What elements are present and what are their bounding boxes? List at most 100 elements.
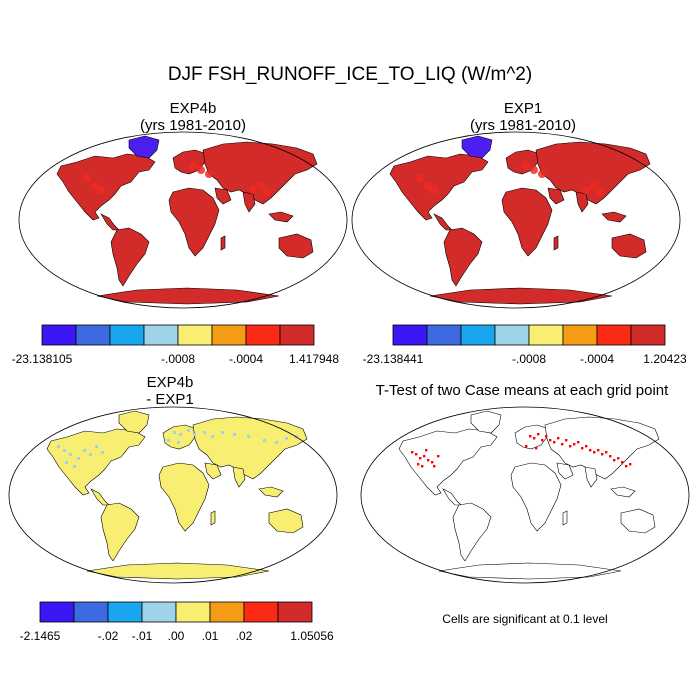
figure-title: DJF FSH_RUNOFF_ICE_TO_LIQ (W/m^2) [167,64,533,85]
colorbar-swatch [279,324,315,346]
land-india [232,466,246,488]
colorbar-swatch [562,324,598,346]
colorbar-swatch [209,601,245,623]
land-antarctica [429,287,613,305]
land-arabia [214,187,232,205]
highlight-cell [590,182,598,190]
colorbar-swatch [143,324,179,346]
land-se-asia-islands [258,486,284,498]
significant-cell [553,441,556,444]
colorbar-swatch [528,324,564,346]
significant-cell [419,457,422,460]
land-madagascar [553,235,559,251]
significant-cell [629,463,632,466]
significant-cell [557,437,560,440]
land-madagascar [210,510,216,526]
map-frame [351,131,681,309]
panel-title-line1: EXP4b [169,100,217,117]
colorbar-label: 1.20423 [643,352,687,366]
land-asia [544,416,660,480]
colorbar-label: 1.05056 [290,629,334,643]
colorbar-swatches [39,601,313,623]
colorbar-swatch [426,324,462,346]
diff-cell [193,433,196,436]
colorbar-label: -23.138105 [11,352,73,366]
colorbar-exp4b: -23.138105 -.0008 -.0004 1.417948 [12,324,339,368]
land-arabia [204,462,222,480]
land-australia [278,233,314,259]
land-africa [158,462,210,532]
diff-cell [73,465,76,468]
colorbar-labels: -23.138441 -.0008 -.0004 1.20423 [363,352,687,368]
land-south-america [452,502,492,562]
land-madagascar [562,510,568,526]
significant-cell [421,465,424,468]
land-arabia [556,462,574,480]
colorbar-labels: -23.138105 -.0008 -.0004 1.417948 [12,352,339,368]
colorbar-label: -2.1465 [19,629,61,643]
land-se-asia-islands [610,486,636,498]
highlight-cell [416,174,424,182]
significant-cell [411,451,414,454]
colorbar-swatch [494,324,530,346]
land-se-asia-islands [268,211,294,223]
highlight-cell [91,182,99,190]
significant-cell [415,453,418,456]
diff-cell [285,437,288,440]
significant-cell [529,435,532,438]
significant-cell [613,459,616,462]
land-asia [202,141,318,205]
diff-cell [177,441,180,444]
significant-cell [589,449,592,452]
highlight-cell [197,166,205,174]
map-exp1 [351,131,681,309]
land-south-america [100,502,140,562]
significant-cell [621,461,624,464]
significant-cell [545,435,548,438]
highlight-cell [596,188,604,196]
diff-cell [275,441,278,444]
land-madagascar [220,235,226,251]
diff-cell [295,435,298,438]
map-diff [8,406,338,584]
map-exp4b [18,131,348,309]
highlight-cell [430,186,438,194]
significant-cell [535,447,538,450]
land-australia [611,233,647,259]
colorbar-swatch [73,601,109,623]
land-antarctica [86,562,270,580]
highlight-cell [263,188,271,196]
significant-cell [617,457,620,460]
significant-cell [533,437,536,440]
land-africa [510,462,562,532]
highlight-cell [189,162,197,170]
significant-cell [437,455,440,458]
colorbar-swatch [107,601,143,623]
colorbar-swatch [109,324,145,346]
panel-title-line2: (yrs 1981-2010) [470,117,576,134]
land-india [242,191,256,213]
panel-title-ttest: T-Test of two Case means at each grid po… [352,382,692,399]
significant-cell [431,461,434,464]
significant-cell [417,463,420,466]
diff-cell [233,433,236,436]
land-group [389,135,651,305]
colorbar-swatch [141,601,177,623]
colorbar-label: -.0004 [228,352,264,366]
land-australia [268,508,304,534]
land-arabia [547,187,565,205]
panel-title-line1: EXP1 [503,100,543,117]
significant-cell [597,449,600,452]
panel-title-line1: EXP4b [146,374,194,391]
colorbar-swatch [41,324,77,346]
colorbar-swatch [39,601,75,623]
land-group [398,410,660,580]
significant-cell [625,465,628,468]
colorbar-label: 1.417948 [288,352,340,366]
significant-cell [561,443,564,446]
colorbar-swatch [75,324,111,346]
land-india [584,466,598,488]
significant-cell [433,465,436,468]
diff-cell [57,445,60,448]
highlight-cell [205,170,213,178]
